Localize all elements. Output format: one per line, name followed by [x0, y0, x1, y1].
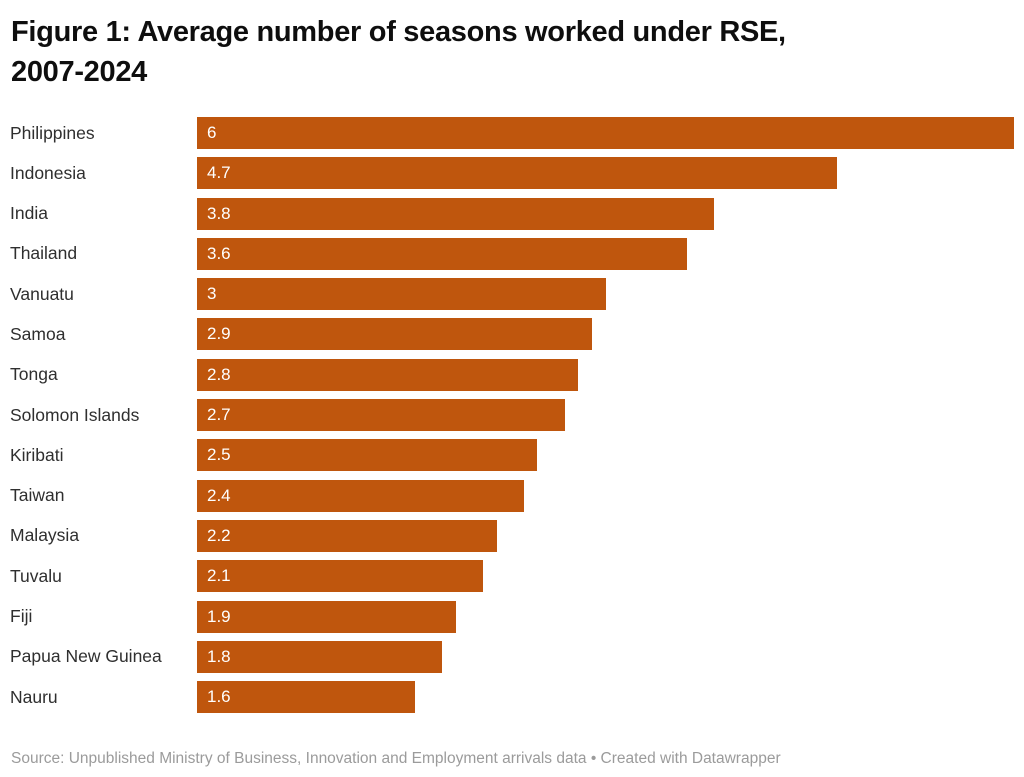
- chart-row: Samoa 2.9: [10, 318, 1014, 351]
- chart-row: Solomon Islands 2.7: [10, 399, 1014, 432]
- category-label: Tonga: [10, 364, 58, 385]
- category-label: Thailand: [10, 243, 78, 264]
- bar-track: 3.8: [197, 197, 1014, 230]
- bar: 2.2: [197, 519, 497, 552]
- chart-row: Fiji 1.9: [10, 600, 1014, 633]
- category-label: Fiji: [10, 606, 33, 627]
- value-label: 6: [207, 123, 217, 142]
- bar-track: 6: [197, 117, 1014, 149]
- chart-row: Indonesia 4.7: [10, 157, 1014, 190]
- category-label: Samoa: [10, 323, 66, 344]
- value-label: 2.9: [207, 324, 231, 344]
- source-note: Source: Unpublished Ministry of Business…: [11, 750, 781, 768]
- bar-track: 1.6: [197, 681, 1014, 714]
- chart-title-line-1: Figure 1: Average number of seasons work…: [11, 16, 786, 48]
- bar-track: 2.2: [197, 519, 1014, 552]
- value-label: 3.6: [207, 243, 231, 263]
- bar-track: 2.4: [197, 479, 1014, 512]
- bar-track: 2.8: [197, 358, 1014, 391]
- chart-row: Kiribati 2.5: [10, 439, 1014, 472]
- chart-row: Taiwan 2.4: [10, 479, 1014, 512]
- value-label: 2.4: [207, 485, 231, 505]
- bar: 3.8: [197, 197, 715, 230]
- bar-track: 3.6: [197, 237, 1014, 270]
- bar-track: 1.9: [197, 600, 1014, 633]
- value-label: 3: [207, 284, 217, 304]
- value-label: 4.7: [207, 163, 231, 183]
- category-label: Tuvalu: [10, 565, 62, 586]
- chart-title-line-2: 2007-2024: [11, 56, 147, 88]
- value-label: 2.8: [207, 364, 231, 384]
- value-label: 1.9: [207, 606, 231, 626]
- bar: 3: [197, 278, 606, 311]
- bar: 4.7: [197, 157, 837, 190]
- value-label: 2.1: [207, 566, 231, 586]
- category-label: Indonesia: [10, 162, 86, 183]
- value-label: 3.8: [207, 203, 231, 223]
- bar-track: 2.9: [197, 318, 1014, 351]
- chart-row: Thailand 3.6: [10, 237, 1014, 270]
- chart-row: Malaysia 2.2: [10, 519, 1014, 552]
- chart-row: Vanuatu 3: [10, 278, 1014, 311]
- chart-row: Tonga 2.8: [10, 358, 1014, 391]
- category-label: Solomon Islands: [10, 404, 140, 425]
- chart-row: Philippines 6: [10, 117, 1014, 149]
- bar-track: 2.5: [197, 439, 1014, 472]
- bar-track: 2.1: [197, 560, 1014, 593]
- bar: 2.7: [197, 399, 565, 432]
- bar-track: 2.7: [197, 399, 1014, 432]
- category-label: Taiwan: [10, 485, 65, 506]
- value-label: 1.8: [207, 646, 231, 666]
- bar-track: 3: [197, 278, 1014, 311]
- bar: 1.6: [197, 681, 415, 714]
- value-label: 2.7: [207, 405, 231, 425]
- bar-track: 1.8: [197, 640, 1014, 673]
- chart-row: India 3.8: [10, 197, 1014, 230]
- category-label: Philippines: [10, 122, 95, 143]
- bar: 2.4: [197, 479, 524, 512]
- value-label: 2.2: [207, 525, 231, 545]
- chart-row: Nauru 1.6: [10, 681, 1014, 714]
- category-label: Vanuatu: [10, 283, 74, 304]
- value-label: 1.6: [207, 687, 231, 707]
- bar: 1.9: [197, 600, 456, 633]
- bar: 1.8: [197, 640, 443, 673]
- chart-row: Tuvalu 2.1: [10, 560, 1014, 593]
- category-label: Nauru: [10, 686, 58, 707]
- category-label: Kiribati: [10, 444, 64, 465]
- bar-chart: Philippines 6 Indonesia 4.7 India 3.8 Th…: [10, 117, 1014, 714]
- bar: 2.9: [197, 318, 592, 351]
- chart-row: Papua New Guinea 1.8: [10, 640, 1014, 673]
- category-label: Papua New Guinea: [10, 646, 162, 667]
- bar: 2.5: [197, 439, 538, 472]
- category-label: India: [10, 203, 48, 224]
- bar: 2.8: [197, 358, 579, 391]
- value-label: 2.5: [207, 445, 231, 465]
- bar: 3.6: [197, 237, 688, 270]
- chart-title: Figure 1: Average number of seasons work…: [0, 0, 1024, 92]
- bar-track: 4.7: [197, 157, 1014, 190]
- category-label: Malaysia: [10, 525, 80, 546]
- bar: 6: [197, 117, 1014, 149]
- bar: 2.1: [197, 560, 483, 593]
